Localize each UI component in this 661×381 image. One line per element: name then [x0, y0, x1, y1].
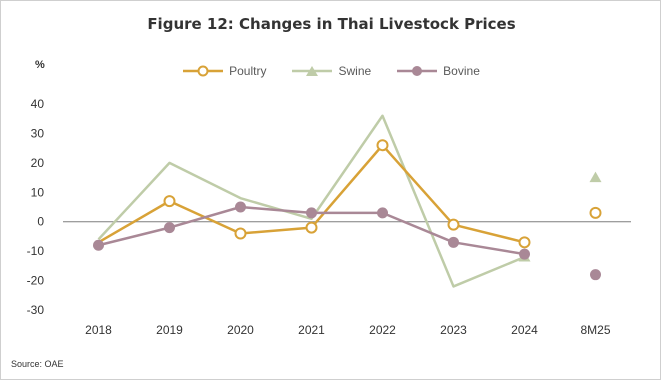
- y-tick-label: -30: [27, 303, 45, 317]
- y-tick-label: 30: [31, 126, 45, 140]
- legend-item-bovine: Bovine: [397, 64, 480, 78]
- x-tick-label: 2020: [227, 323, 254, 337]
- legend-item-swine: Swine: [292, 64, 371, 78]
- data-point-poultry: [305, 221, 318, 234]
- data-point-poultry: [163, 195, 176, 208]
- x-tick-label: 2023: [440, 323, 467, 337]
- legend-item-poultry: Poultry: [183, 64, 266, 78]
- legend-label-poultry: Poultry: [229, 64, 267, 78]
- chart-legend: Poultry Swine Bovine: [1, 64, 661, 78]
- legend-label-bovine: Bovine: [443, 64, 480, 78]
- y-tick-label: 10: [31, 185, 45, 199]
- data-point-bovine: [519, 248, 530, 260]
- y-tick-label: -20: [27, 274, 45, 288]
- x-tick-label: 2019: [156, 323, 183, 337]
- data-point-poultry: [589, 206, 602, 219]
- x-tick-label: 2024: [511, 323, 538, 337]
- chart-title: Figure 12: Changes in Thai Livestock Pri…: [147, 15, 516, 33]
- y-tick-label: -10: [27, 244, 45, 258]
- data-point-bovine: [448, 236, 459, 248]
- legend-swatch-bovine: [397, 66, 438, 76]
- data-point-bovine: [306, 207, 317, 219]
- data-point-poultry: [518, 236, 531, 249]
- legend-swatch-poultry: [183, 65, 224, 77]
- data-point-poultry: [376, 139, 389, 152]
- legend-swatch-swine: [292, 66, 333, 76]
- y-tick-label: 40: [31, 97, 45, 111]
- y-tick-label: 0: [37, 215, 44, 229]
- x-tick-label: 2022: [369, 323, 396, 337]
- data-point-swine: [589, 171, 602, 183]
- data-point-bovine: [164, 222, 175, 234]
- data-point-bovine: [93, 239, 104, 251]
- data-point-bovine: [377, 207, 388, 219]
- x-tick-label: 2018: [85, 323, 112, 337]
- data-point-poultry: [447, 218, 460, 231]
- x-tick-label: 8M25: [580, 323, 610, 337]
- series-line-swine: [97, 114, 525, 288]
- data-point-bovine: [590, 269, 601, 281]
- y-tick-label: 20: [31, 156, 45, 170]
- data-point-poultry: [234, 227, 247, 240]
- source-note: Source: OAE: [11, 359, 64, 369]
- legend-label-swine: Swine: [338, 64, 372, 78]
- y-axis-unit-label: %: [35, 59, 45, 71]
- data-point-bovine: [235, 201, 246, 213]
- x-tick-label: 2021: [298, 323, 325, 337]
